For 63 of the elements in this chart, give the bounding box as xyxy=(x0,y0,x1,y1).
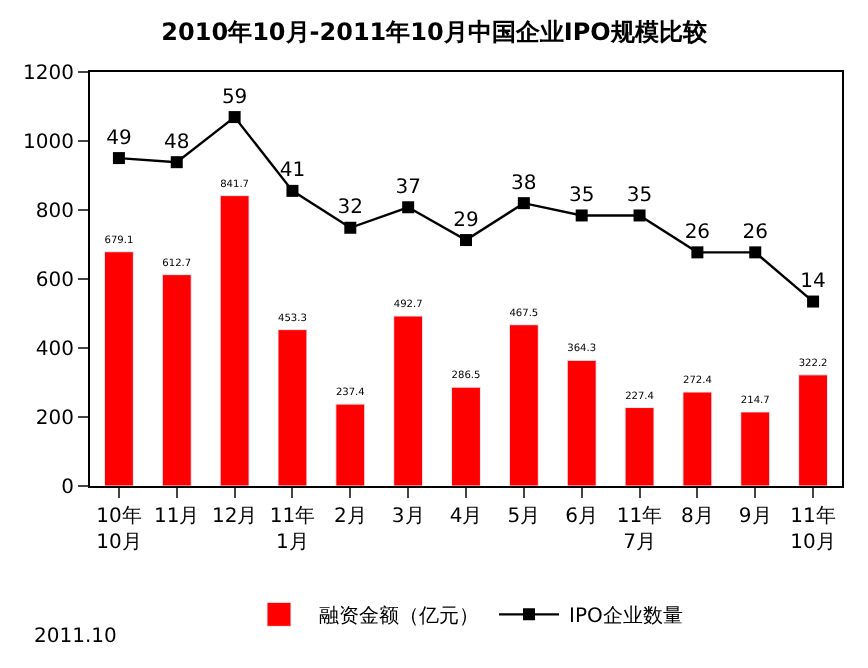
point xyxy=(344,221,357,234)
bar xyxy=(451,386,481,486)
x-tick-label: 10年 10月 xyxy=(96,504,142,554)
data-label: 26 xyxy=(742,221,768,244)
bar xyxy=(103,251,134,486)
point xyxy=(807,295,820,308)
legend-label: IPO企业数量 xyxy=(569,604,683,629)
x-tick-label: 11年 1月 xyxy=(269,504,316,554)
data-label: 26 xyxy=(684,221,711,244)
x-tick-label: 9月 xyxy=(738,506,772,528)
x-tick-label: 11月 xyxy=(154,506,200,528)
bar xyxy=(219,195,250,486)
x-tick-label: 11年 7月 xyxy=(616,504,663,554)
x-tick-label: 2月 xyxy=(333,506,367,528)
y-tick-label: 800 xyxy=(35,201,74,223)
point xyxy=(170,156,183,169)
bar xyxy=(508,324,539,486)
x-tick-label: 12月 xyxy=(211,506,258,528)
data-label: 32 xyxy=(337,197,364,220)
data-label: 35 xyxy=(626,184,653,207)
x-tick-label: 4月 xyxy=(449,506,483,528)
point xyxy=(691,246,704,259)
x-tick-label: 11年 10月 xyxy=(790,504,836,554)
data-label: 48 xyxy=(164,131,190,154)
text: 2011.10 xyxy=(34,626,117,648)
bar xyxy=(161,274,192,486)
point xyxy=(112,152,125,165)
chart-title: 2010年10月-2011年10月中国企业IPO规模比较 xyxy=(161,18,709,47)
data-label: 59 xyxy=(221,86,248,109)
point xyxy=(749,246,762,259)
y-tick-label: 400 xyxy=(35,339,74,361)
bar xyxy=(277,329,308,486)
bar xyxy=(798,374,829,486)
y-tick-label: 200 xyxy=(35,408,74,430)
legend-label: 融资金额（亿元） xyxy=(319,604,479,629)
point xyxy=(633,209,646,222)
point xyxy=(517,197,530,210)
bar xyxy=(393,315,424,486)
data-label: 37 xyxy=(395,176,421,199)
x-tick-label: 8月 xyxy=(681,506,714,528)
point xyxy=(575,209,588,222)
data-label: 41 xyxy=(279,160,306,183)
x-tick-label: 5月 xyxy=(507,506,541,528)
point xyxy=(402,201,415,214)
point xyxy=(228,111,241,124)
x-tick-label: 3月 xyxy=(391,506,425,528)
data-label: 49 xyxy=(106,127,132,150)
data-label: 35 xyxy=(568,184,595,207)
point xyxy=(286,184,299,197)
point xyxy=(460,234,472,247)
data-label: 38 xyxy=(511,172,537,195)
data-label: 29 xyxy=(453,209,479,232)
x-tick-label: 6月 xyxy=(565,506,599,528)
y-tick-label: 600 xyxy=(35,270,74,292)
y-tick-label: 1200 xyxy=(23,63,74,85)
bar xyxy=(624,407,655,486)
y-tick-label: 1000 xyxy=(23,132,74,154)
bar xyxy=(335,403,366,486)
data-label: 14 xyxy=(800,271,826,294)
bar xyxy=(682,391,713,486)
bar xyxy=(566,359,597,486)
y-tick-label: 0 xyxy=(61,477,74,499)
bar xyxy=(740,411,771,486)
